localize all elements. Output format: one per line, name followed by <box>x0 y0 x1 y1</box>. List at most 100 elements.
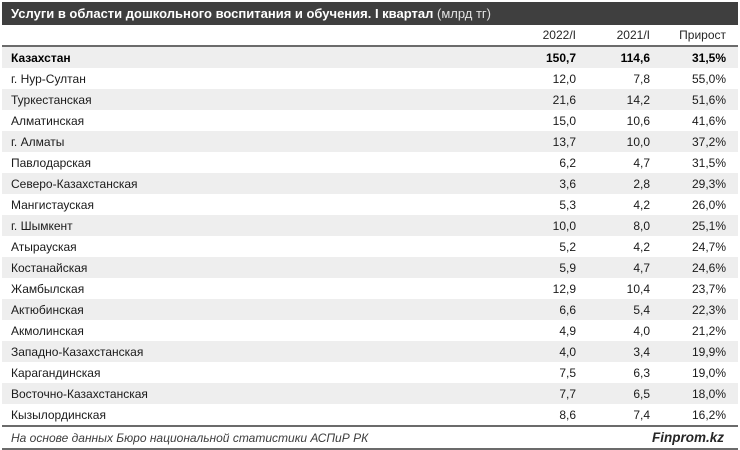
value-2022: 15,0 <box>552 113 576 128</box>
value-2022: 4,0 <box>559 344 576 359</box>
value-2021: 5,4 <box>633 302 650 317</box>
region-name: г. Шымкент <box>11 218 73 233</box>
value-2021: 4,7 <box>633 155 650 170</box>
table-row: Казахстан 150,7 114,6 31,5% <box>2 47 738 68</box>
table-row: Кызылординская 8,6 7,4 16,2% <box>2 404 738 425</box>
value-2021: 14,2 <box>626 92 650 107</box>
growth-value: 31,5% <box>691 155 726 170</box>
table-row: Атырауская 5,2 4,2 24,7% <box>2 236 738 257</box>
region-name: Мангистауская <box>11 197 94 212</box>
value-2022: 3,6 <box>559 176 576 191</box>
value-2021: 10,6 <box>626 113 650 128</box>
source-note: На основе данных Бюро национальной стати… <box>11 430 369 445</box>
table-row: Алматинская 15,0 10,6 41,6% <box>2 110 738 131</box>
title-bar: Услуги в области дошкольного воспитания … <box>2 2 738 25</box>
value-2021: 3,4 <box>633 344 650 359</box>
region-name: Жамбылская <box>11 281 85 296</box>
value-2022: 13,7 <box>552 134 576 149</box>
value-2022: 7,7 <box>559 386 576 401</box>
region-name: Алматинская <box>11 113 85 128</box>
value-2021: 4,2 <box>633 239 650 254</box>
growth-value: 51,6% <box>691 92 726 107</box>
value-2021: 4,2 <box>633 197 650 212</box>
table-row: г. Шымкент 10,0 8,0 25,1% <box>2 215 738 236</box>
value-2022: 150,7 <box>545 50 576 65</box>
value-2021: 7,4 <box>633 407 650 422</box>
growth-value: 41,6% <box>691 113 726 128</box>
value-2022: 10,0 <box>552 218 576 233</box>
value-2022: 8,6 <box>559 407 576 422</box>
table-row: г. Алматы 13,7 10,0 37,2% <box>2 131 738 152</box>
table-row: Актюбинская 6,6 5,4 22,3% <box>2 299 738 320</box>
table-row: Северо-Казахстанская 3,6 2,8 29,3% <box>2 173 738 194</box>
table-body: Казахстан 150,7 114,6 31,5% г. Нур-Султан 12,… <box>2 47 738 425</box>
value-2021: 4,7 <box>633 260 650 275</box>
growth-value: 24,6% <box>691 260 726 275</box>
value-2022: 6,2 <box>559 155 576 170</box>
value-2022: 12,9 <box>552 281 576 296</box>
value-2022: 5,3 <box>559 197 576 212</box>
report-unit-label: (млрд тг) <box>437 6 492 21</box>
region-name: Атырауская <box>11 239 77 254</box>
table-row: Восточно-Казахстанская 7,7 6,5 18,0% <box>2 383 738 404</box>
growth-value: 21,2% <box>691 323 726 338</box>
column-header-2022: 2022/I <box>542 28 576 42</box>
region-name: Западно-Казахстанская <box>11 344 144 359</box>
footer-bar: На основе данных Бюро национальной стати… <box>2 425 738 450</box>
table-row: г. Нур-Султан 12,0 7,8 55,0% <box>2 68 738 89</box>
column-header-row: 2022/I 2021/I Прирост <box>2 25 738 47</box>
growth-value: 29,3% <box>691 176 726 191</box>
growth-value: 24,7% <box>691 239 726 254</box>
value-2022: 7,5 <box>559 365 576 380</box>
region-name: Павлодарская <box>11 155 91 170</box>
value-2021: 7,8 <box>633 71 650 86</box>
region-name: Костанайская <box>11 260 88 275</box>
value-2022: 21,6 <box>552 92 576 107</box>
region-name: Восточно-Казахстанская <box>11 386 148 401</box>
region-name: г. Алматы <box>11 134 65 149</box>
growth-value: 55,0% <box>691 71 726 86</box>
report-title: Услуги в области дошкольного воспитания … <box>11 6 434 21</box>
value-2022: 5,9 <box>559 260 576 275</box>
table-row: Туркестанская 21,6 14,2 51,6% <box>2 89 738 110</box>
table-row: Жамбылская 12,9 10,4 23,7% <box>2 278 738 299</box>
column-header-2021: 2021/I <box>616 28 650 42</box>
table-row: Карагандинская 7,5 6,3 19,0% <box>2 362 738 383</box>
region-name: Северо-Казахстанская <box>11 176 138 191</box>
growth-value: 19,9% <box>691 344 726 359</box>
growth-value: 18,0% <box>691 386 726 401</box>
growth-value: 22,3% <box>691 302 726 317</box>
region-name: г. Нур-Султан <box>11 71 86 86</box>
growth-value: 16,2% <box>691 407 726 422</box>
table-row: Западно-Казахстанская 4,0 3,4 19,9% <box>2 341 738 362</box>
value-2021: 2,8 <box>633 176 650 191</box>
table-row: Павлодарская 6,2 4,7 31,5% <box>2 152 738 173</box>
table-row: Мангистауская 5,3 4,2 26,0% <box>2 194 738 215</box>
table-row: Костанайская 5,9 4,7 24,6% <box>2 257 738 278</box>
region-name: Казахстан <box>11 50 71 65</box>
value-2022: 6,6 <box>559 302 576 317</box>
value-2021: 6,5 <box>633 386 650 401</box>
value-2022: 5,2 <box>559 239 576 254</box>
brand-logo: Finprom.kz <box>651 430 724 445</box>
value-2021: 8,0 <box>633 218 650 233</box>
growth-value: 31,5% <box>691 50 726 65</box>
region-name: Карагандинская <box>11 365 101 380</box>
region-name: Акмолинская <box>11 323 84 338</box>
value-2021: 6,3 <box>633 365 650 380</box>
value-2021: 10,0 <box>626 134 650 149</box>
growth-value: 26,0% <box>691 197 726 212</box>
growth-value: 19,0% <box>691 365 726 380</box>
growth-value: 37,2% <box>691 134 726 149</box>
column-header-growth: Прирост <box>679 28 726 42</box>
region-name: Актюбинская <box>11 302 84 317</box>
value-2022: 4,9 <box>559 323 576 338</box>
value-2021: 10,4 <box>626 281 650 296</box>
growth-value: 25,1% <box>691 218 726 233</box>
value-2021: 114,6 <box>620 50 650 65</box>
region-name: Туркестанская <box>11 92 92 107</box>
region-name: Кызылординская <box>11 407 106 422</box>
value-2022: 12,0 <box>552 71 576 86</box>
growth-value: 23,7% <box>691 281 726 296</box>
